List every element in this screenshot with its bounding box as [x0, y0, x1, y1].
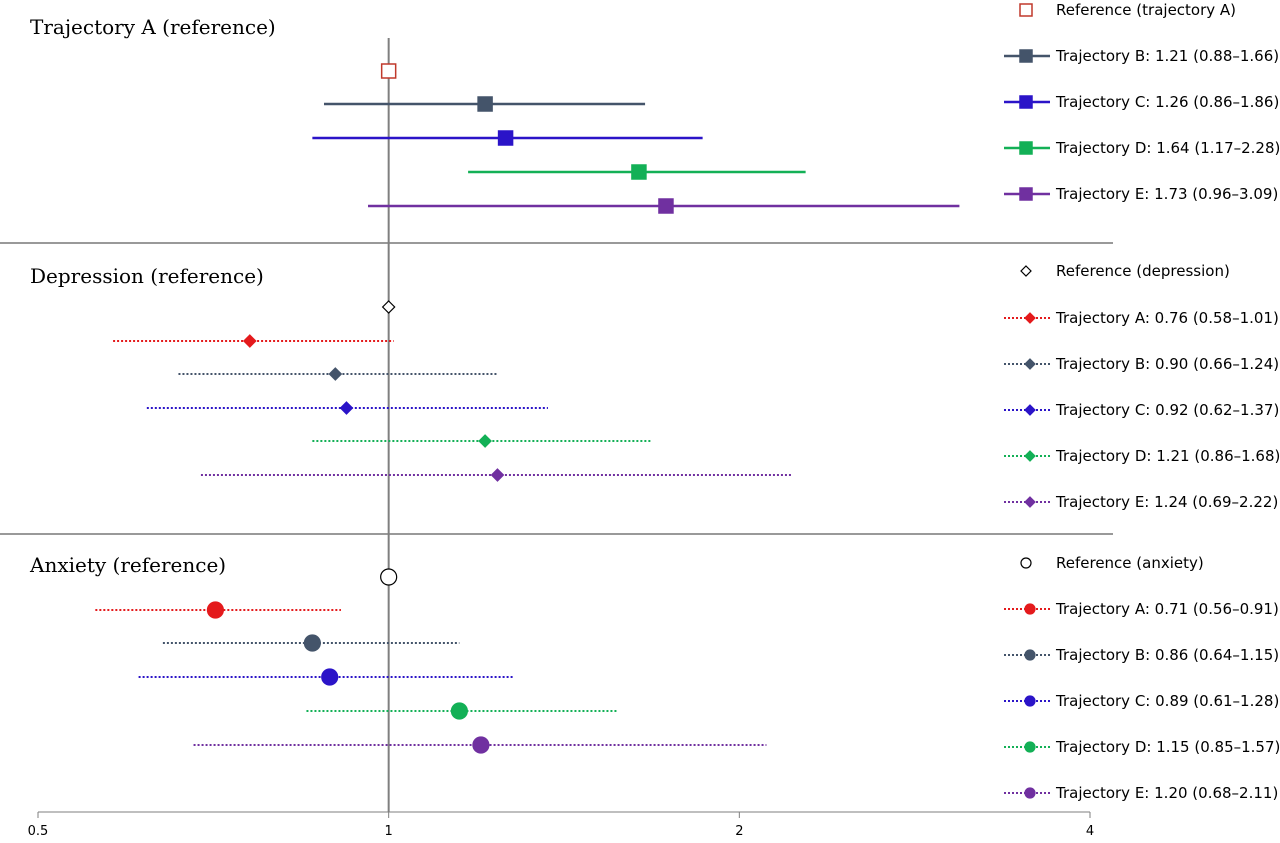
reference-marker	[380, 63, 397, 79]
legend-marker	[1024, 358, 1036, 370]
legend-marker	[1024, 695, 1036, 707]
legend-label: Trajectory B: 1.21 (0.88–1.66)	[1055, 47, 1279, 65]
legend-marker	[1024, 787, 1036, 799]
legend-label: Trajectory E: 1.20 (0.68–2.11)	[1055, 784, 1278, 802]
panel-dividers	[0, 242, 1113, 535]
estimate-marker	[490, 468, 505, 482]
legend-marker	[1024, 649, 1036, 661]
x-axis: 0.5 1 2 4	[28, 811, 1094, 839]
legend-reference-label: Reference (trajectory A)	[1056, 1, 1236, 19]
estimate-marker	[450, 702, 468, 720]
estimate-marker	[478, 434, 492, 448]
legend-reference-label: Reference (anxiety)	[1056, 554, 1204, 572]
legend-reference-marker	[1019, 3, 1033, 17]
legend-marker	[1024, 312, 1036, 324]
legend-marker	[1024, 603, 1036, 615]
legend-panel-1: Reference (trajectory A) Trajectory B: 1.…	[1004, 1, 1280, 203]
estimate-marker	[658, 198, 674, 214]
estimate-marker	[339, 401, 354, 415]
panel-3: Anxiety (reference)	[29, 553, 767, 754]
legend-label: Trajectory B: 0.90 (0.66–1.24)	[1055, 355, 1279, 373]
estimate-marker	[206, 601, 224, 619]
x-tick-label: 0.5	[28, 824, 49, 839]
panel-title: Trajectory A (reference)	[30, 15, 276, 39]
legend-reference-label: Reference (depression)	[1056, 262, 1230, 280]
legend-label: Trajectory C: 0.89 (0.61–1.28)	[1055, 692, 1279, 710]
legend-marker	[1024, 450, 1036, 462]
estimate-marker	[242, 334, 257, 348]
reference-marker	[381, 300, 396, 314]
legend-marker	[1024, 404, 1036, 416]
legend-marker	[1024, 741, 1036, 753]
legend-label: Trajectory E: 1.24 (0.69–2.22)	[1055, 493, 1278, 511]
legend-reference-marker	[1020, 265, 1032, 277]
estimate-marker	[328, 367, 343, 381]
legend-label: Trajectory C: 1.26 (0.86–1.86)	[1055, 93, 1279, 111]
estimate-marker	[303, 634, 321, 652]
legend-label: Trajectory D: 1.15 (0.85–1.57)	[1055, 738, 1280, 756]
legend-reference-marker	[1020, 557, 1032, 569]
legend-label: Trajectory A: 0.71 (0.56–0.91)	[1055, 600, 1279, 618]
estimate-marker	[321, 668, 339, 686]
panels: Trajectory A (reference) Depression (refe…	[29, 15, 960, 754]
panel-title: Depression (reference)	[30, 264, 264, 288]
estimate-marker	[477, 96, 493, 112]
legend-marker	[1024, 496, 1036, 508]
legend-label: Trajectory D: 1.21 (0.86–1.68)	[1055, 447, 1280, 465]
panel-1: Trajectory A (reference)	[30, 15, 960, 214]
legend-marker	[1019, 187, 1033, 201]
legend-label: Trajectory E: 1.73 (0.96–3.09)	[1055, 185, 1278, 203]
estimate-marker	[631, 164, 647, 180]
legend-panel-3: Reference (anxiety) Trajectory A: 0.71 (0…	[1004, 554, 1280, 802]
legend: Reference (trajectory A) Trajectory B: 1.…	[1004, 1, 1280, 802]
reference-marker	[380, 568, 398, 586]
estimate-marker	[472, 736, 490, 754]
legend-panel-2: Reference (depression) Trajectory A: 0.76…	[1004, 262, 1280, 511]
panel-2: Depression (reference)	[30, 264, 793, 482]
x-tick-label: 2	[735, 824, 743, 839]
legend-marker	[1019, 49, 1033, 63]
x-tick-label: 4	[1086, 824, 1094, 839]
legend-marker	[1019, 141, 1033, 155]
legend-label: Trajectory B: 0.86 (0.64–1.15)	[1055, 646, 1279, 664]
estimate-marker	[497, 130, 514, 146]
panel-title: Anxiety (reference)	[29, 553, 226, 577]
legend-label: Trajectory D: 1.64 (1.17–2.28)	[1055, 139, 1280, 157]
legend-marker	[1019, 95, 1033, 109]
x-tick-label: 1	[385, 824, 393, 839]
legend-label: Trajectory C: 0.92 (0.62–1.37)	[1055, 401, 1279, 419]
legend-label: Trajectory A: 0.76 (0.58–1.01)	[1055, 309, 1279, 327]
